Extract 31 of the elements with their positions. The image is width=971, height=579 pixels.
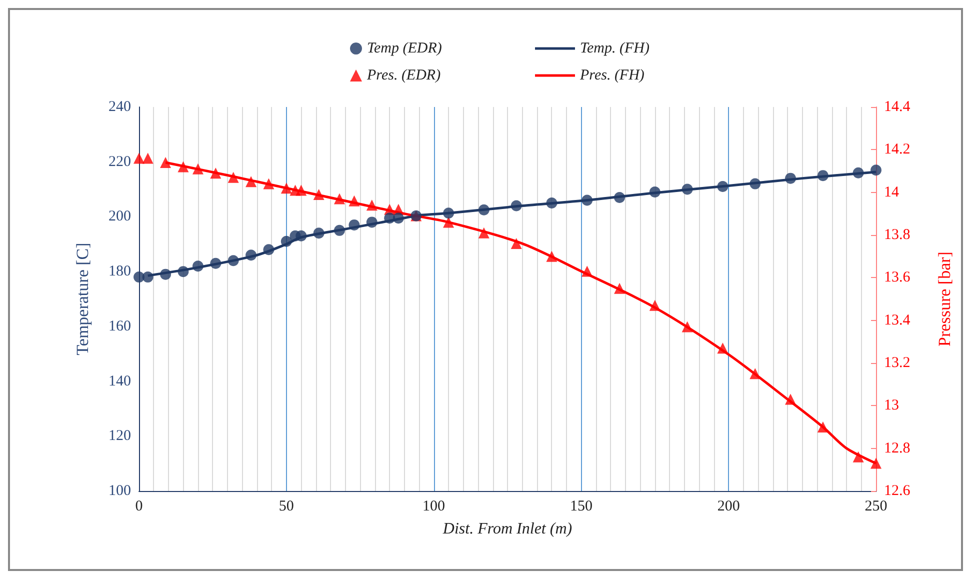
y-tick-label: 140: [108, 373, 131, 390]
legend-label: Temp (EDR): [367, 40, 442, 56]
legend-label: Pres. (FH): [579, 68, 644, 84]
y-tick-label: 220: [108, 154, 131, 170]
y-tick-label: 120: [108, 428, 131, 444]
y2-tick-label: 13: [884, 398, 899, 414]
legend-label: Pres. (EDR): [366, 68, 441, 84]
x-tick-label: 100: [422, 498, 446, 514]
y-tick-label: 180: [108, 264, 131, 280]
y-tick-label: 240: [108, 99, 131, 115]
x-tick-label: 50: [278, 498, 294, 514]
x-tick-label: 0: [135, 498, 143, 514]
y2-tick-label: 13.4: [884, 312, 911, 328]
y2-tick-label: 13.2: [884, 355, 910, 371]
x-tick-label: 250: [864, 498, 888, 514]
y2-tick-label: 13.8: [884, 227, 910, 243]
x-tick-label: 150: [570, 498, 592, 514]
x-tick-label: 200: [717, 498, 740, 514]
y2-tick-label: 12.6: [884, 483, 911, 499]
y2-tick-label: 14.4: [884, 99, 911, 115]
y-tick-label: 100: [108, 483, 131, 499]
x-axis-title: Dist. From Inlet (m): [442, 520, 572, 538]
y2-tick-label: 13.6: [884, 270, 911, 286]
y2-tick-label: 14: [884, 184, 900, 200]
legend-label: Temp. (FH): [580, 40, 650, 56]
y-tick-label: 160: [108, 318, 131, 334]
y2-tick-label: 14.2: [884, 142, 910, 158]
y-tick-label: 200: [108, 208, 131, 225]
y-axis-title: Temperature [C]: [73, 242, 92, 356]
y2-axis-title: Pressure [bar]: [935, 252, 954, 346]
y2-tick-label: 12.8: [884, 440, 910, 456]
